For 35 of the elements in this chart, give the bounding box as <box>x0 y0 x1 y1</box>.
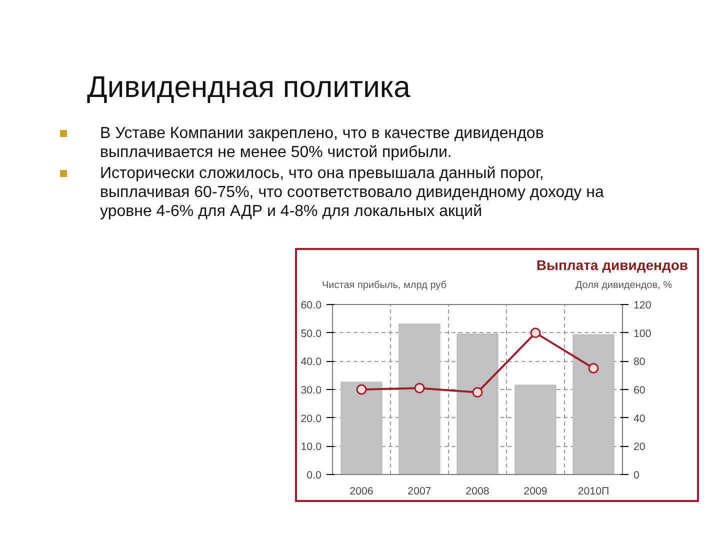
y-tick-label: 40.0 <box>300 356 322 368</box>
y2-tick-label: 20 <box>634 441 646 454</box>
chart-subtitle: Дивидендная политика <box>87 70 412 106</box>
y-axis-title: Чистая прибыль, млрд руб <box>322 279 446 293</box>
x-tick-label: 2010П <box>578 486 610 498</box>
chart-title: Выплата дивидендов <box>535 256 688 275</box>
point <box>414 382 425 394</box>
y2-axis-title: Доля дивидендов, % <box>575 279 672 293</box>
y2-tick-label: 40 <box>634 412 646 425</box>
x-tick-label: 2008 <box>466 486 490 498</box>
x-tick-label: 2006 <box>350 486 374 498</box>
bar <box>340 382 382 474</box>
y-tick-label: 50.0 <box>300 328 322 340</box>
y2-tick-label: 0 <box>634 470 640 482</box>
point <box>356 384 367 395</box>
point <box>530 328 541 338</box>
point <box>472 387 483 398</box>
y-tick-label: 10.0 <box>300 441 322 454</box>
y2-tick-label: 100 <box>634 328 652 340</box>
y2-tick-label: 60 <box>634 384 646 396</box>
bar <box>456 333 498 474</box>
y-tick-label: 30.0 <box>300 384 322 396</box>
bar <box>572 334 614 474</box>
y2-tick-label: 80 <box>634 356 646 368</box>
y-tick-label: 60.0 <box>300 300 322 312</box>
point <box>588 363 599 374</box>
text: Исторически сложилось, что она превышала данный порог, выплачивая 60-75%, что соответствовало дивидендному доходу на уровне 4-6% для АДР и 4-8% для локальных акций <box>100 164 605 221</box>
y-tick-label: 0.0 <box>306 470 322 482</box>
x-tick-label: 2007 <box>408 486 432 498</box>
y2-tick-label: 120 <box>634 300 652 312</box>
y-tick-label: 20.0 <box>300 412 322 425</box>
x-tick-label: 2009 <box>524 486 548 498</box>
text: В Уставе Компании закреплено, что в качестве дивидендов выплачивается не менее 50% чистой прибыли. <box>100 124 545 162</box>
bar <box>398 323 440 474</box>
bar <box>514 384 556 474</box>
